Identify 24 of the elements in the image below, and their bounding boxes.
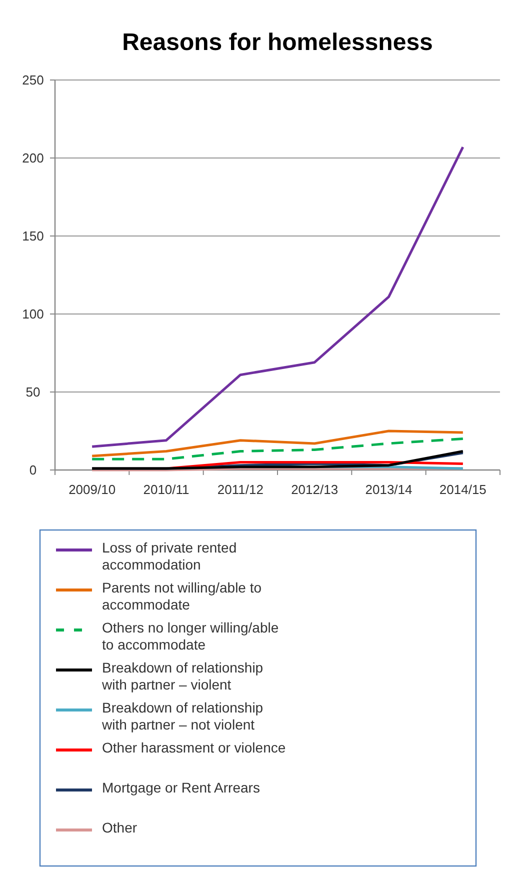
legend-label: Loss of private rented accommodation [102, 539, 237, 572]
line-series [90, 146, 464, 448]
y-tick-label: 100 [22, 306, 44, 322]
legend-label: Parents not willing/able to accommodate [102, 579, 262, 612]
y-tick-label: 150 [22, 228, 44, 244]
y-tick-label: 50 [26, 384, 40, 400]
x-tick-label: 2014/15 [439, 482, 486, 497]
x-tick-label: 2012/13 [291, 482, 338, 497]
legend-label: Others no longer willing/able to accommodate [102, 619, 279, 652]
legend-label: Other harassment or violence [102, 739, 286, 756]
legend-label: Mortgage or Rent Arrears [102, 779, 260, 796]
x-tick-label: 2013/14 [365, 482, 412, 497]
legend-label: Breakdown of relationship with partner – not violent [101, 699, 264, 732]
y-tick-label: 0 [29, 462, 37, 478]
y-tick-label: 250 [22, 72, 44, 88]
y-tick-label: 200 [22, 150, 44, 166]
legend-label: Other [102, 819, 138, 836]
x-tick-label: 2009/10 [68, 482, 116, 497]
line-series [90, 438, 464, 460]
line-series [90, 430, 464, 458]
x-tick-label: 2010/11 [143, 482, 190, 497]
x-tick-label: 2011/12 [217, 482, 264, 497]
chart-title: Reasons for homelessness [122, 29, 433, 56]
legend-label: Breakdown of relationship with partner – violent [101, 659, 264, 692]
